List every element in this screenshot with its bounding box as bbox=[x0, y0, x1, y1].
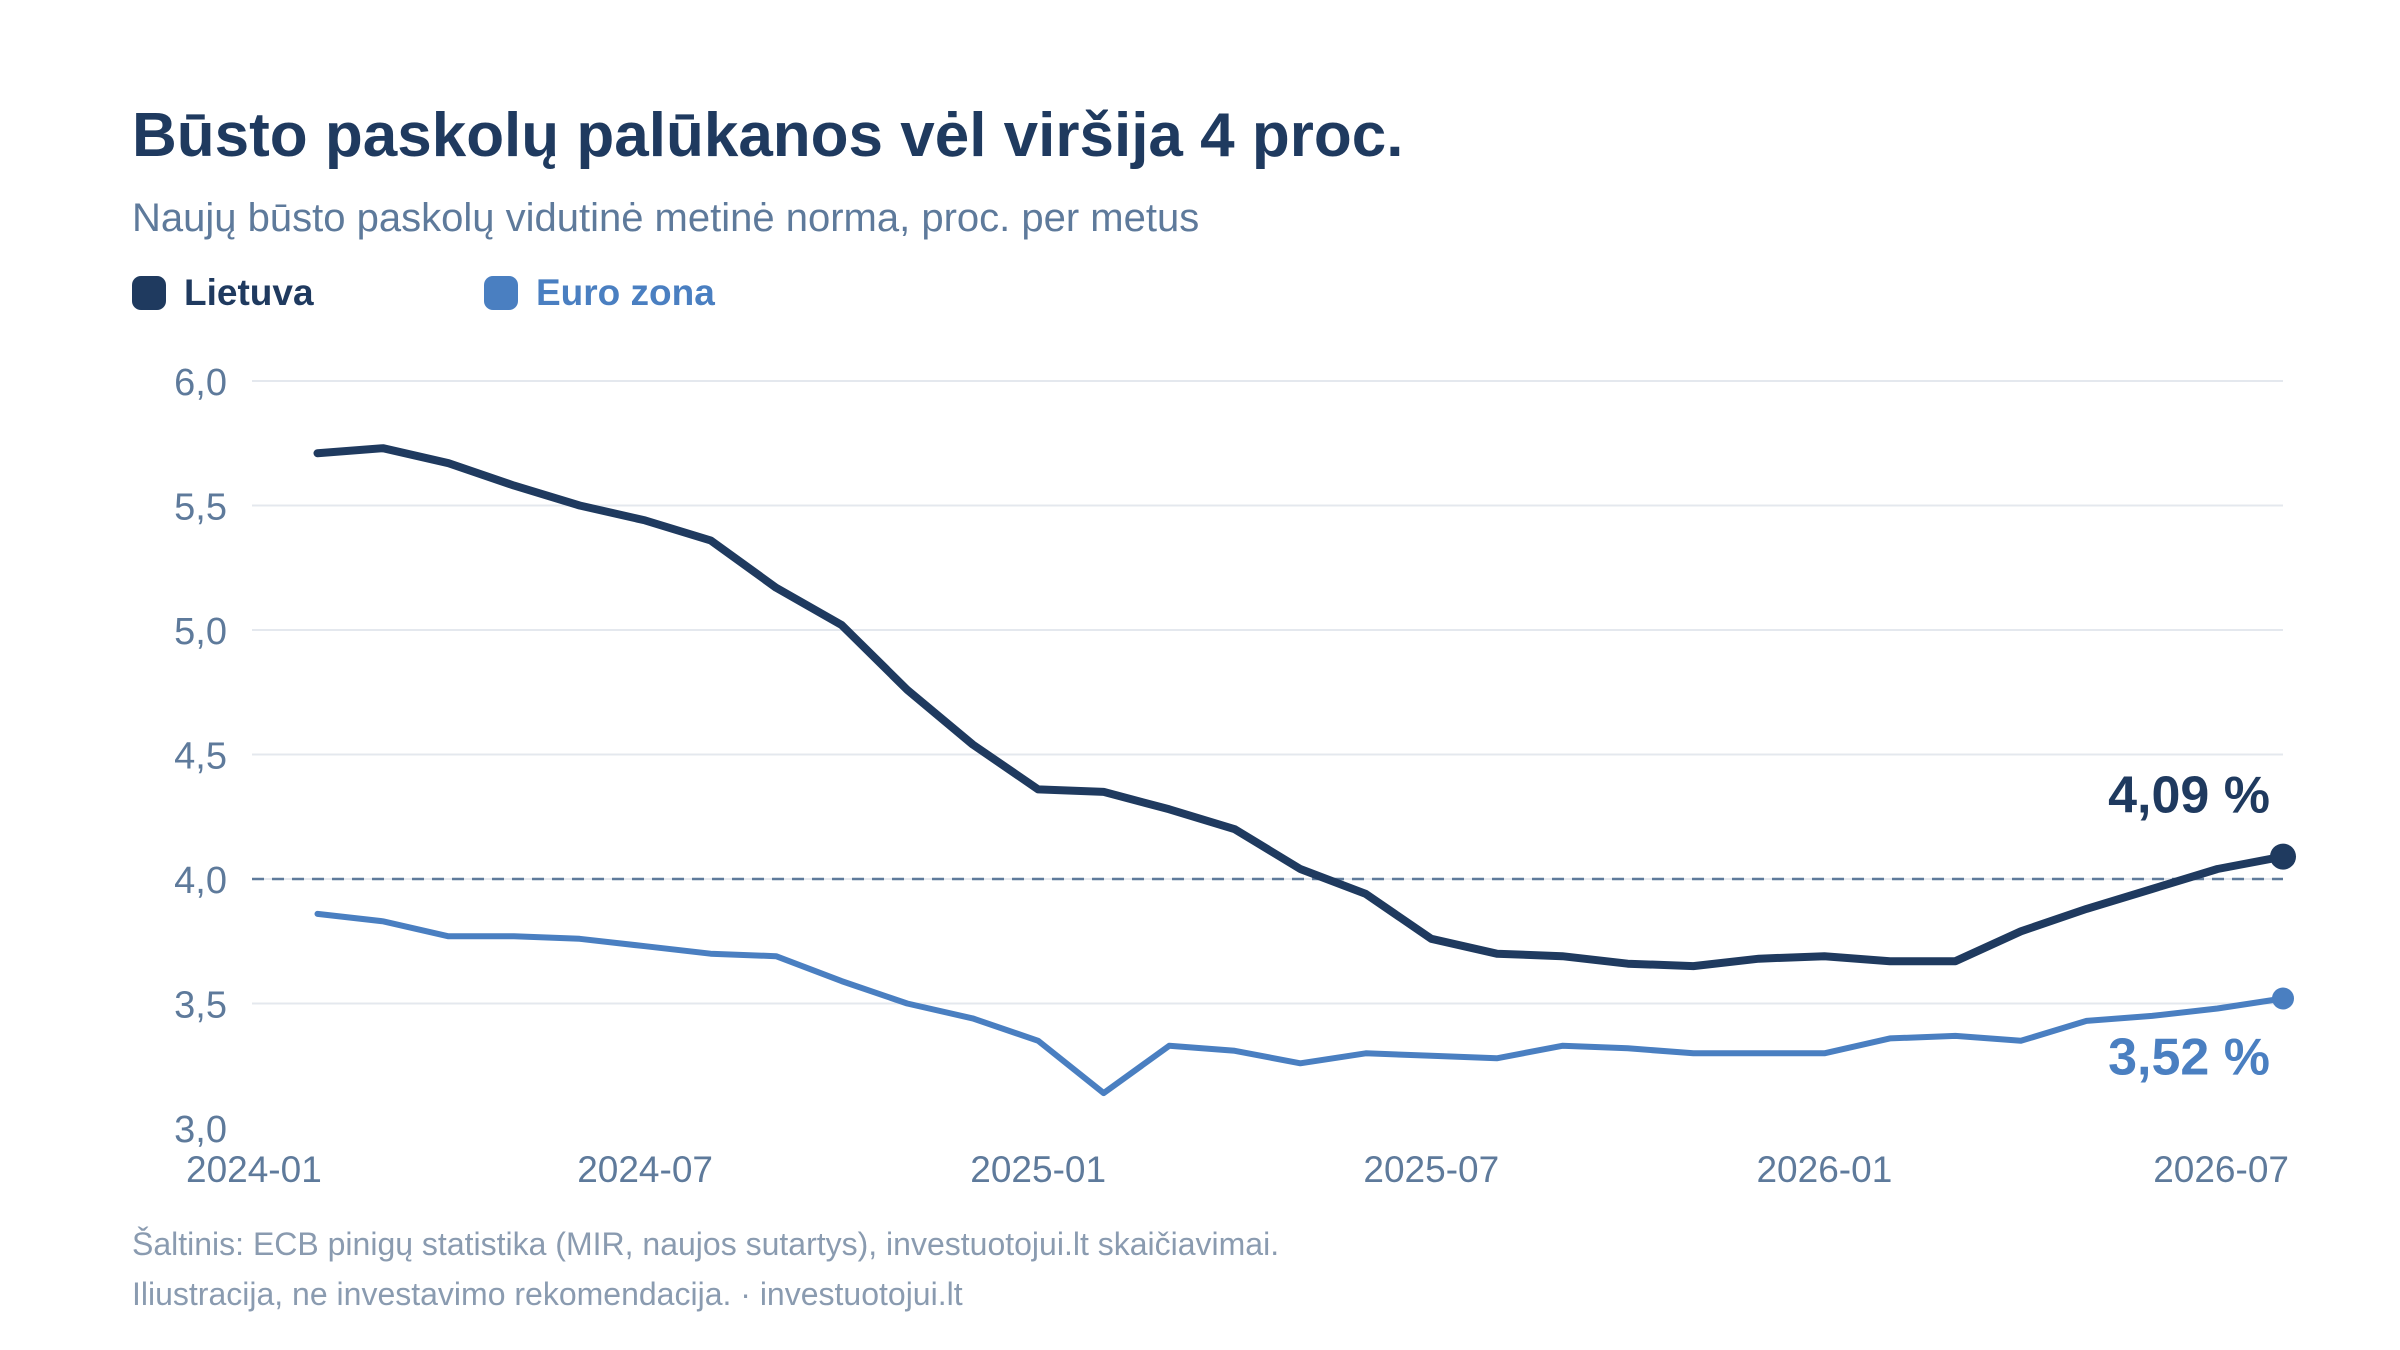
x-tick-label: 2025-01 bbox=[970, 1149, 1106, 1190]
end-marker-lietuva bbox=[2270, 843, 2296, 870]
data-point-euro-zona bbox=[577, 936, 583, 942]
data-point-euro-zona bbox=[2083, 1018, 2089, 1024]
y-tick-label: 5,5 bbox=[174, 487, 227, 529]
legend-item-lietuva: Lietuva bbox=[132, 272, 314, 314]
data-point-lietuva bbox=[708, 537, 714, 543]
y-tick-label: 5,0 bbox=[174, 611, 227, 653]
data-point-euro-zona bbox=[904, 1001, 910, 1007]
data-point-lietuva bbox=[1690, 963, 1696, 969]
data-point-lietuva bbox=[2083, 906, 2089, 912]
data-point-lietuva bbox=[1101, 789, 1107, 795]
x-tick-label: 2025-07 bbox=[1363, 1149, 1499, 1190]
legend-swatch-lietuva bbox=[132, 276, 166, 310]
x-tick-label: 2026-01 bbox=[1756, 1149, 1892, 1190]
end-marker-euro-zona bbox=[2272, 987, 2294, 1010]
data-point-euro-zona bbox=[2149, 1013, 2155, 1019]
data-point-euro-zona bbox=[1494, 1055, 1500, 1061]
data-point-lietuva bbox=[1559, 953, 1565, 959]
data-point-lietuva bbox=[511, 483, 517, 489]
legend-item-euro-zona: Euro zona bbox=[484, 272, 715, 314]
data-point-lietuva bbox=[577, 503, 583, 509]
data-point-lietuva bbox=[2149, 886, 2155, 892]
data-point-lietuva bbox=[839, 622, 845, 628]
data-point-euro-zona bbox=[511, 933, 517, 939]
data-point-euro-zona bbox=[1101, 1090, 1107, 1096]
data-point-euro-zona bbox=[2018, 1038, 2024, 1044]
x-tick-label: 2024-07 bbox=[577, 1149, 713, 1190]
data-point-lietuva bbox=[1297, 866, 1303, 872]
data-point-lietuva bbox=[446, 460, 452, 466]
y-tick-label: 6,0 bbox=[174, 362, 227, 404]
data-point-euro-zona bbox=[1166, 1043, 1172, 1049]
chart-title: Būsto paskolų palūkanos vėl viršija 4 pr… bbox=[132, 101, 1404, 170]
data-point-lietuva bbox=[1821, 953, 1827, 959]
data-point-lietuva bbox=[1035, 786, 1041, 792]
data-point-euro-zona bbox=[1428, 1053, 1434, 1059]
data-point-euro-zona bbox=[1625, 1045, 1631, 1051]
legend: Lietuva Euro zona bbox=[132, 272, 1332, 320]
data-point-euro-zona bbox=[839, 978, 845, 984]
chart-subtitle: Naujų būsto paskolų vidutinė metinė norm… bbox=[132, 196, 1200, 240]
y-tick-label: 3,5 bbox=[174, 985, 227, 1027]
data-point-euro-zona bbox=[380, 918, 386, 924]
data-point-lietuva bbox=[1952, 958, 1958, 964]
data-point-lietuva bbox=[1166, 806, 1172, 812]
data-point-lietuva bbox=[1625, 961, 1631, 967]
data-point-lietuva bbox=[1363, 891, 1369, 897]
legend-label-lietuva: Lietuva bbox=[184, 272, 314, 313]
data-point-euro-zona bbox=[1952, 1033, 1958, 1039]
data-point-euro-zona bbox=[1756, 1050, 1762, 1056]
data-point-lietuva bbox=[315, 450, 321, 456]
data-point-lietuva bbox=[1428, 936, 1434, 942]
data-point-euro-zona bbox=[773, 953, 779, 959]
data-point-lietuva bbox=[1887, 958, 1893, 964]
data-point-euro-zona bbox=[642, 943, 648, 949]
data-point-lietuva bbox=[904, 687, 910, 693]
data-point-euro-zona bbox=[1690, 1050, 1696, 1056]
y-tick-label: 4,0 bbox=[174, 860, 227, 902]
data-point-euro-zona bbox=[1559, 1043, 1565, 1049]
data-point-euro-zona bbox=[1821, 1050, 1827, 1056]
y-tick-label: 4,5 bbox=[174, 736, 227, 778]
data-point-lietuva bbox=[642, 517, 648, 523]
source-note: Šaltinis: ECB pinigų statistika (MIR, na… bbox=[132, 1226, 1280, 1262]
data-point-euro-zona bbox=[446, 933, 452, 939]
legend-label-euro-zona: Euro zona bbox=[536, 272, 715, 313]
data-point-euro-zona bbox=[1363, 1050, 1369, 1056]
data-point-lietuva bbox=[1756, 956, 1762, 962]
disclaimer-note: Iliustracija, ne investavimo rekomendaci… bbox=[132, 1276, 963, 1312]
data-point-lietuva bbox=[970, 742, 976, 748]
data-point-euro-zona bbox=[1887, 1035, 1893, 1041]
data-point-euro-zona bbox=[708, 951, 714, 957]
data-point-lietuva bbox=[1494, 951, 1500, 957]
data-point-euro-zona bbox=[1297, 1060, 1303, 1066]
data-point-euro-zona bbox=[970, 1015, 976, 1021]
y-tick-label: 3,0 bbox=[174, 1109, 227, 1151]
legend-swatch-euro-zona bbox=[484, 276, 518, 310]
data-point-lietuva bbox=[2214, 866, 2220, 872]
x-tick-label: 2026-07 bbox=[2153, 1149, 2289, 1190]
data-point-euro-zona bbox=[1232, 1048, 1238, 1054]
data-point-euro-zona bbox=[2214, 1005, 2220, 1011]
end-label-euro-zona: 3,52 % bbox=[2108, 1029, 2270, 1087]
end-label-lietuva: 4,09 % bbox=[2108, 767, 2270, 825]
data-point-euro-zona bbox=[315, 911, 321, 917]
series-line-euro-zona bbox=[314, 910, 2286, 1097]
data-point-euro-zona bbox=[1035, 1038, 1041, 1044]
data-point-lietuva bbox=[380, 445, 386, 451]
data-point-lietuva bbox=[1232, 826, 1238, 832]
x-tick-label: 2024-01 bbox=[186, 1149, 322, 1190]
data-point-lietuva bbox=[2018, 928, 2024, 934]
data-point-lietuva bbox=[773, 585, 779, 591]
series-line-lietuva bbox=[313, 444, 2287, 971]
